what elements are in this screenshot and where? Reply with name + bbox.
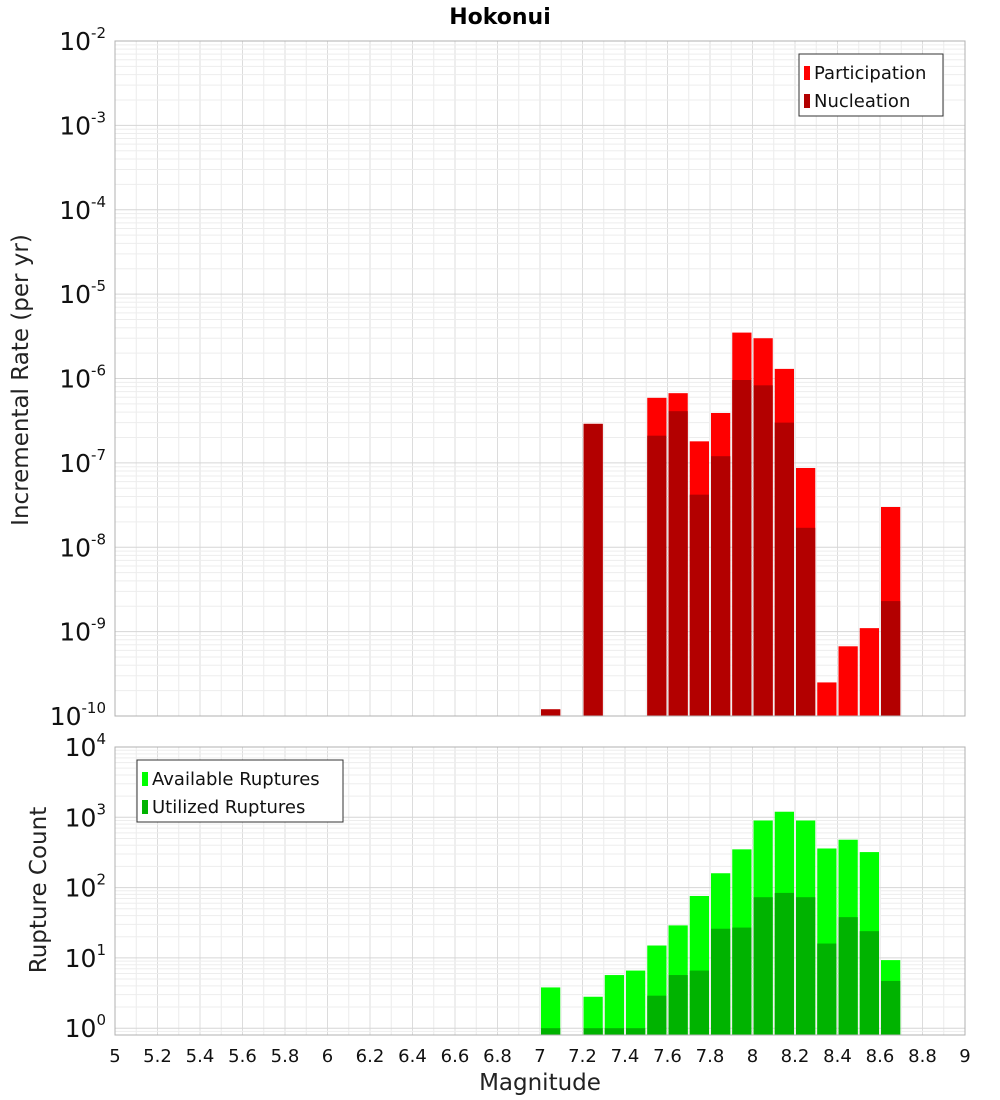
bar (689, 494, 709, 716)
plot-border (114, 746, 966, 1036)
bar (859, 931, 879, 1035)
x-tick-label: 8 (747, 1046, 758, 1067)
count-y-axis-label: Rupture Count (26, 807, 52, 973)
x-tick-label: 8.8 (908, 1046, 937, 1067)
plot-border (114, 40, 966, 717)
legend: Available Ruptures Utilized Ruptures (136, 759, 344, 823)
legend-label: Available Ruptures (152, 769, 320, 790)
legend-swatch (142, 772, 148, 786)
y-tick-label: 101 (65, 941, 106, 973)
bar (541, 1028, 561, 1035)
y-tick-label: 10-8 (59, 530, 106, 562)
bar (838, 917, 858, 1035)
y-tick-label: 10-2 (59, 24, 106, 56)
y-tick-label: 10-5 (59, 277, 106, 309)
legend-label: Participation (814, 63, 926, 84)
bar (817, 682, 837, 716)
x-tick-label: 5 (109, 1046, 120, 1067)
rate-panel: 10-2 10-3 10-4 10-5 10-6 10-7 10-8 10-9 10-10 Par… (50, 24, 966, 731)
x-tick-label: 9 (959, 1046, 970, 1067)
legend-label: Utilized Ruptures (152, 797, 305, 818)
bar (583, 423, 603, 716)
bar (583, 1028, 603, 1035)
legend: Participation Nucleation (798, 53, 944, 117)
bar (583, 996, 603, 1035)
x-tick-label: 5.6 (228, 1046, 257, 1067)
y-tick-label: 10-6 (59, 362, 106, 394)
bar (774, 422, 794, 716)
y-tick-label: 100 (65, 1011, 106, 1043)
bar (859, 628, 879, 716)
x-tick-label: 5.4 (186, 1046, 215, 1067)
bar (881, 601, 901, 716)
y-tick-label: 10-10 (50, 699, 106, 731)
x-tick-label: 7 (534, 1046, 545, 1067)
chart-title: Hokonui (449, 5, 551, 30)
bar (626, 1028, 646, 1035)
x-tick-label: 6.2 (356, 1046, 385, 1067)
series-utilized-ruptures (541, 892, 901, 1035)
bar (541, 987, 561, 1035)
x-tick-label: 6 (322, 1046, 333, 1067)
y-tick-label: 10-9 (59, 615, 106, 647)
bar (732, 379, 752, 716)
x-tick-label: 7.2 (568, 1046, 597, 1067)
bar (711, 928, 731, 1035)
x-tick-label: 6.8 (483, 1046, 512, 1067)
x-tick-label: 8.6 (866, 1046, 895, 1067)
x-tick-label: 7.4 (611, 1046, 640, 1067)
y-tick-label: 102 (65, 871, 106, 903)
bar (881, 980, 901, 1035)
x-tick-label: 6.4 (398, 1046, 427, 1067)
y-tick-label: 10-4 (59, 193, 106, 225)
bar (604, 1028, 624, 1035)
legend-swatch (804, 94, 810, 108)
x-tick-label: 6.6 (441, 1046, 470, 1067)
legend-swatch (142, 800, 148, 814)
bar (838, 646, 858, 716)
bar (647, 435, 667, 716)
bar (774, 892, 794, 1035)
bar (796, 897, 816, 1035)
y-tick-label: 10-7 (59, 446, 106, 478)
rate-y-axis-label: Incremental Rate (per yr) (8, 234, 34, 526)
grid (114, 40, 966, 717)
bar (796, 527, 816, 716)
bar (711, 456, 731, 716)
series-nucleation (541, 379, 901, 716)
y-tick-label: 103 (65, 800, 106, 832)
x-tick-label: 5.8 (271, 1046, 300, 1067)
y-tick-label: 10-3 (59, 108, 106, 140)
bar (668, 975, 688, 1035)
x-tick-label: 7.8 (696, 1046, 725, 1067)
bar (604, 975, 624, 1035)
x-tick-label: 8.2 (781, 1046, 810, 1067)
x-tick-label: 8.4 (823, 1046, 852, 1067)
bar (541, 709, 561, 716)
legend-label: Nucleation (814, 91, 910, 112)
legend-box (798, 53, 944, 117)
x-axis-label: Magnitude (479, 1070, 601, 1096)
bar (732, 927, 752, 1035)
legend-swatch (804, 66, 810, 80)
legend-box (136, 759, 344, 823)
x-tick-label: 7.6 (653, 1046, 682, 1067)
bar (668, 411, 688, 716)
bar (817, 943, 837, 1035)
bar (647, 995, 667, 1035)
y-tick-label: 104 (65, 730, 106, 762)
bar (753, 897, 773, 1035)
bar (689, 970, 709, 1035)
bar (626, 970, 646, 1035)
x-tick-label: 5.2 (143, 1046, 172, 1067)
bar (753, 385, 773, 716)
